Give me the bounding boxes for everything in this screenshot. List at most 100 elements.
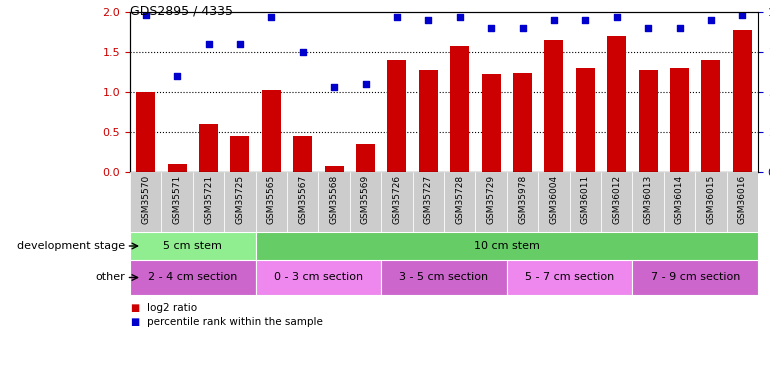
Point <box>139 12 152 18</box>
Text: ■: ■ <box>130 317 139 327</box>
Bar <box>130 232 256 260</box>
Text: GSM36013: GSM36013 <box>644 175 653 224</box>
Bar <box>701 60 720 172</box>
Bar <box>130 172 162 232</box>
Bar <box>638 70 658 172</box>
Text: log2 ratio: log2 ratio <box>147 303 197 313</box>
Bar <box>475 172 507 232</box>
Point <box>454 14 466 20</box>
Bar <box>136 92 155 172</box>
Text: GSM35571: GSM35571 <box>172 175 182 224</box>
Text: GSM35725: GSM35725 <box>236 175 244 224</box>
Text: GDS2895 / 4335: GDS2895 / 4335 <box>130 5 233 18</box>
Text: GSM36015: GSM36015 <box>706 175 715 224</box>
Point <box>234 41 246 47</box>
Text: GSM35978: GSM35978 <box>518 175 527 224</box>
Text: GSM35728: GSM35728 <box>455 175 464 224</box>
Point <box>673 25 685 31</box>
Text: percentile rank within the sample: percentile rank within the sample <box>147 317 323 327</box>
Text: GSM35568: GSM35568 <box>330 175 339 224</box>
Bar <box>513 73 532 172</box>
Bar <box>162 172 192 232</box>
Text: GSM36016: GSM36016 <box>738 175 747 224</box>
Point <box>705 17 717 23</box>
Text: 2 - 4 cm section: 2 - 4 cm section <box>148 273 237 282</box>
Text: GSM35570: GSM35570 <box>141 175 150 224</box>
Bar <box>601 172 632 232</box>
Text: development stage: development stage <box>17 241 125 251</box>
Point <box>171 73 183 79</box>
Text: GSM35727: GSM35727 <box>424 175 433 224</box>
Bar <box>727 172 758 232</box>
Point <box>390 14 403 20</box>
Bar <box>256 172 287 232</box>
Bar <box>544 40 564 172</box>
Point <box>296 49 309 55</box>
Point <box>517 25 529 31</box>
Text: 5 cm stem: 5 cm stem <box>163 241 223 251</box>
Point <box>360 81 372 87</box>
Text: 3 - 5 cm section: 3 - 5 cm section <box>400 273 488 282</box>
Bar <box>192 172 224 232</box>
Point <box>328 84 340 90</box>
Bar <box>230 136 249 172</box>
Text: GSM35567: GSM35567 <box>298 175 307 224</box>
Bar <box>319 172 350 232</box>
Bar <box>507 172 538 232</box>
Bar <box>576 68 594 172</box>
Text: GSM36012: GSM36012 <box>612 175 621 224</box>
Bar <box>256 260 381 295</box>
Bar <box>262 90 281 172</box>
Bar <box>293 136 312 172</box>
Bar <box>325 166 343 172</box>
Point <box>547 17 560 23</box>
Bar <box>419 70 437 172</box>
Bar <box>199 124 218 172</box>
Bar <box>570 172 601 232</box>
Bar <box>664 172 695 232</box>
Bar <box>256 232 758 260</box>
Bar <box>608 36 626 172</box>
Text: GSM36004: GSM36004 <box>550 175 558 224</box>
Point <box>611 14 623 20</box>
Bar <box>356 144 375 172</box>
Text: 7 - 9 cm section: 7 - 9 cm section <box>651 273 740 282</box>
Point <box>422 17 434 23</box>
Text: 5 - 7 cm section: 5 - 7 cm section <box>525 273 614 282</box>
Bar <box>733 30 752 172</box>
Text: ■: ■ <box>130 303 139 313</box>
Bar <box>444 172 475 232</box>
Bar <box>632 172 664 232</box>
Text: 0 - 3 cm section: 0 - 3 cm section <box>274 273 363 282</box>
Text: GSM35565: GSM35565 <box>266 175 276 224</box>
Bar <box>507 260 632 295</box>
Text: GSM36011: GSM36011 <box>581 175 590 224</box>
Bar <box>381 172 413 232</box>
Point <box>642 25 654 31</box>
Text: GSM35726: GSM35726 <box>393 175 401 224</box>
Text: GSM35569: GSM35569 <box>361 175 370 224</box>
Bar <box>387 60 407 172</box>
Bar <box>632 260 758 295</box>
Bar <box>695 172 727 232</box>
Bar <box>538 172 570 232</box>
Bar <box>130 260 256 295</box>
Point <box>265 14 277 20</box>
Text: GSM35721: GSM35721 <box>204 175 213 224</box>
Bar <box>381 260 507 295</box>
Bar <box>224 172 256 232</box>
Text: 10 cm stem: 10 cm stem <box>474 241 540 251</box>
Point <box>203 41 215 47</box>
Point <box>485 25 497 31</box>
Point <box>736 12 748 18</box>
Text: other: other <box>95 273 125 282</box>
Bar <box>287 172 319 232</box>
Point <box>579 17 591 23</box>
Bar <box>350 172 381 232</box>
Bar <box>670 68 689 172</box>
Text: GSM35729: GSM35729 <box>487 175 496 224</box>
Bar <box>168 164 186 172</box>
Bar <box>482 74 500 172</box>
Text: GSM36014: GSM36014 <box>675 175 684 224</box>
Bar <box>413 172 444 232</box>
